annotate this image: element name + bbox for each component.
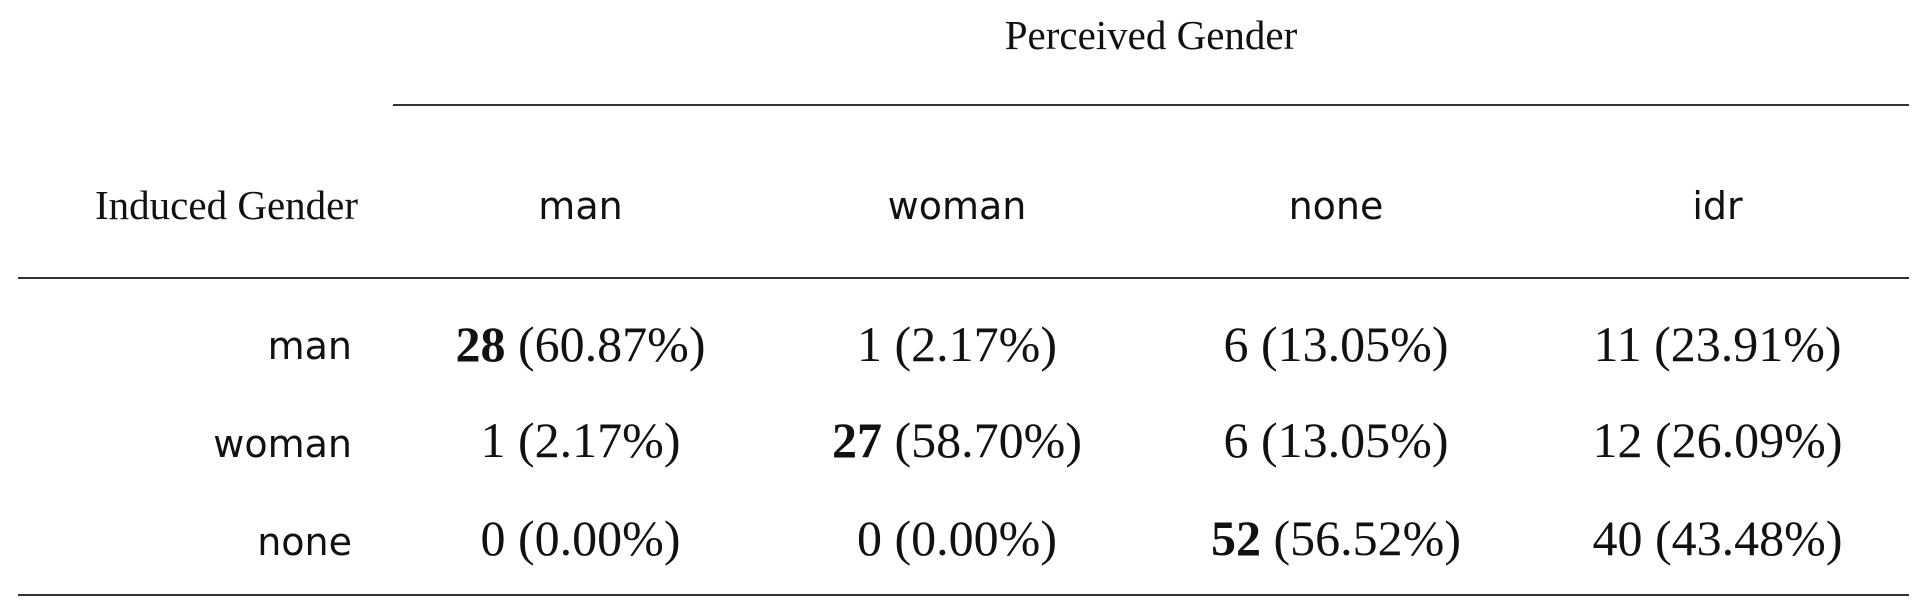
table-cell: 28 (60.87%): [393, 314, 768, 374]
cell-percent: (60.87%): [518, 316, 706, 372]
cell-percent: (13.05%): [1261, 316, 1449, 372]
table-cell: 12 (26.09%): [1526, 410, 1909, 470]
cell-count: 1: [480, 412, 506, 468]
row-label-man: man: [267, 324, 352, 368]
cell-percent: (13.05%): [1261, 412, 1449, 468]
table-cell: 0 (0.00%): [768, 508, 1146, 568]
cell-count: 52: [1211, 510, 1262, 566]
table-cell: 6 (13.05%): [1146, 410, 1526, 470]
table-cell: 52 (56.52%): [1146, 508, 1526, 568]
table-cell: 6 (13.05%): [1146, 314, 1526, 374]
cell-percent: (43.48%): [1655, 510, 1843, 566]
top-rule: [393, 104, 1909, 106]
header-rule: [18, 277, 1909, 279]
cell-percent: (0.00%): [894, 510, 1057, 566]
cell-count: 27: [832, 412, 883, 468]
table-cell: 27 (58.70%): [768, 410, 1146, 470]
cell-percent: (0.00%): [518, 510, 681, 566]
cell-percent: (23.91%): [1654, 316, 1842, 372]
cell-percent: (58.70%): [894, 412, 1082, 468]
row-label-none: none: [257, 520, 352, 564]
column-header-woman: woman: [887, 184, 1027, 228]
column-group-header: Perceived Gender: [1004, 12, 1298, 58]
cell-count: 40: [1592, 510, 1643, 566]
cell-count: 6: [1223, 316, 1249, 372]
table-cell: 0 (0.00%): [393, 508, 768, 568]
cell-count: 0: [480, 510, 506, 566]
table-cell: 11 (23.91%): [1526, 314, 1909, 374]
column-header-man: man: [538, 184, 623, 228]
cell-count: 11: [1593, 316, 1642, 372]
cell-count: 1: [857, 316, 883, 372]
row-header-title: Induced Gender: [95, 182, 358, 228]
table-cell: 1 (2.17%): [393, 410, 768, 470]
cell-count: 12: [1592, 412, 1643, 468]
cell-percent: (2.17%): [894, 316, 1057, 372]
cell-percent: (56.52%): [1273, 510, 1461, 566]
cell-count: 0: [857, 510, 883, 566]
table-cell: 40 (43.48%): [1526, 508, 1909, 568]
cell-percent: (26.09%): [1655, 412, 1843, 468]
row-label-woman: woman: [213, 422, 352, 466]
column-header-none: none: [1288, 184, 1384, 228]
cell-count: 6: [1223, 412, 1249, 468]
cell-count: 28: [455, 316, 506, 372]
column-header-idr: idr: [1692, 184, 1743, 228]
table-cell: 1 (2.17%): [768, 314, 1146, 374]
cell-percent: (2.17%): [518, 412, 681, 468]
bottom-rule: [18, 594, 1909, 596]
